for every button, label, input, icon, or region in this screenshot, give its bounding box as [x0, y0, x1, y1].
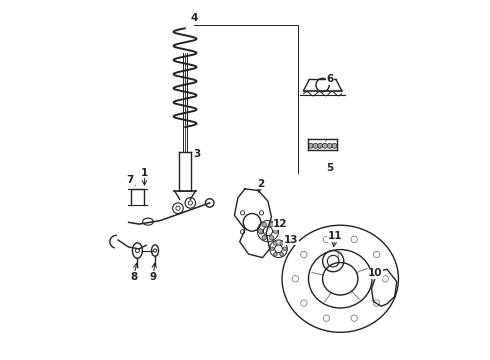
Text: 11: 11	[328, 231, 342, 242]
Text: 6: 6	[326, 75, 333, 85]
Circle shape	[270, 247, 274, 251]
Text: 8: 8	[130, 272, 138, 282]
Text: 10: 10	[368, 269, 383, 279]
Circle shape	[262, 222, 267, 227]
Text: 4: 4	[190, 13, 197, 23]
Circle shape	[258, 229, 263, 233]
Circle shape	[273, 229, 278, 233]
Circle shape	[332, 143, 337, 148]
Text: 9: 9	[150, 272, 157, 282]
Circle shape	[318, 143, 323, 148]
Text: 3: 3	[194, 149, 201, 158]
Circle shape	[270, 222, 274, 227]
Circle shape	[327, 143, 332, 148]
Circle shape	[262, 235, 267, 240]
Circle shape	[280, 242, 284, 245]
Text: 2: 2	[257, 179, 265, 189]
Circle shape	[270, 235, 274, 240]
Text: 12: 12	[273, 219, 288, 229]
Text: 13: 13	[284, 235, 298, 245]
Circle shape	[308, 143, 313, 148]
Text: 7: 7	[126, 175, 134, 185]
Text: 1: 1	[141, 168, 148, 178]
Circle shape	[273, 242, 277, 245]
Circle shape	[273, 252, 277, 256]
Circle shape	[283, 247, 287, 251]
Circle shape	[280, 252, 284, 256]
Text: 5: 5	[326, 163, 333, 173]
Circle shape	[322, 143, 327, 148]
Circle shape	[313, 143, 318, 148]
